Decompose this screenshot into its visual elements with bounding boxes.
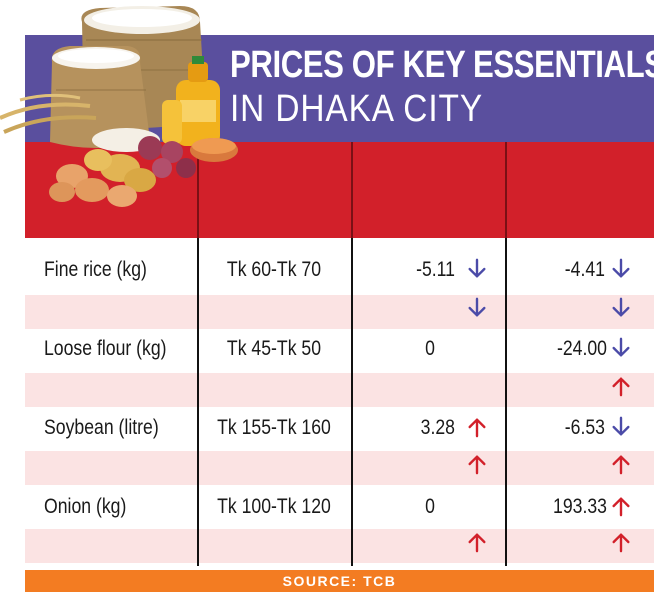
arrow-up-icon bbox=[468, 455, 486, 475]
arrow-up-icon bbox=[612, 377, 630, 397]
column-divider bbox=[197, 238, 199, 566]
item-name: Fine rice (kg) bbox=[44, 258, 147, 281]
source-band: SOURCE: TCB bbox=[25, 570, 654, 592]
page-subtitle: IN DHAKA CITY bbox=[230, 88, 483, 130]
change-value: 0 bbox=[425, 337, 435, 360]
table-row-stripe bbox=[25, 451, 654, 485]
source-label: SOURCE: TCB bbox=[282, 573, 397, 589]
change-value: -24.00 bbox=[556, 337, 607, 360]
arrow-up-icon bbox=[468, 418, 486, 438]
change-value: -5.11 bbox=[416, 258, 455, 281]
item-name: Loose flour (kg) bbox=[44, 337, 167, 360]
arrow-up-icon bbox=[612, 455, 630, 475]
arrow-down-icon bbox=[468, 258, 486, 278]
page-title: PRICES OF KEY ESSENTIALS bbox=[230, 44, 654, 86]
price-range: Tk 60-Tk 70 bbox=[226, 258, 322, 281]
price-range: Tk 45-Tk 50 bbox=[226, 337, 322, 360]
arrow-down-icon bbox=[612, 258, 630, 278]
price-range: Tk 155-Tk 160 bbox=[217, 416, 331, 439]
change-value: -4.41 bbox=[564, 258, 605, 281]
arrow-down-icon bbox=[612, 337, 630, 357]
change-value: 3.28 bbox=[420, 416, 455, 439]
item-name: Onion (kg) bbox=[44, 495, 127, 518]
column-divider bbox=[197, 142, 199, 238]
arrow-down-icon bbox=[612, 416, 630, 436]
table-row-stripe bbox=[25, 295, 654, 329]
change-value: -6.53 bbox=[564, 416, 605, 439]
item-name: Soybean (litre) bbox=[44, 416, 159, 439]
price-range: Tk 100-Tk 120 bbox=[217, 495, 331, 518]
arrow-up-icon bbox=[612, 497, 630, 517]
arrow-down-icon bbox=[468, 297, 486, 317]
table-row-stripe bbox=[25, 529, 654, 563]
table-row-stripe bbox=[25, 373, 654, 407]
arrow-down-icon bbox=[612, 297, 630, 317]
arrow-up-icon bbox=[612, 533, 630, 553]
column-divider bbox=[351, 142, 353, 238]
groceries-icon bbox=[0, 6, 238, 207]
change-value: 0 bbox=[425, 495, 435, 518]
column-divider bbox=[351, 238, 353, 566]
change-value: 193.33 bbox=[553, 495, 607, 518]
column-divider bbox=[505, 142, 507, 238]
column-divider bbox=[505, 238, 507, 566]
arrow-up-icon bbox=[468, 533, 486, 553]
